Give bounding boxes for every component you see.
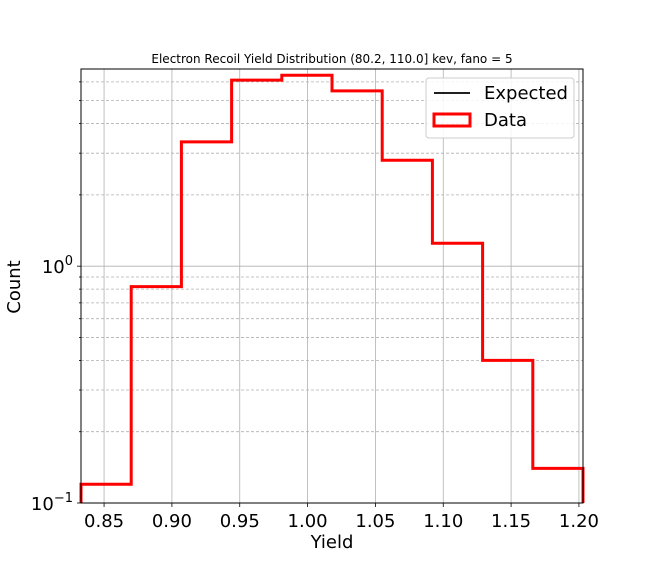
x-tick-label: 1.00: [288, 511, 328, 532]
data-histogram-step: [79, 73, 585, 503]
y-axis-label: Count: [4, 260, 25, 313]
plot-frame: [80, 68, 584, 504]
legend-data-label: Data: [484, 110, 527, 131]
y-tick-label: 100: [42, 254, 73, 278]
x-tick-label: 1.05: [355, 511, 395, 532]
legend: Expected Data: [425, 77, 575, 139]
x-tick-label: 1.10: [423, 511, 463, 532]
x-tick-label: 0.95: [220, 511, 260, 532]
chart-title: Electron Recoil Yield Distribution (80.2…: [151, 52, 512, 66]
x-tick-label: 0.85: [84, 511, 124, 532]
data-layer: [79, 73, 585, 503]
legend-expected-label: Expected: [484, 83, 568, 104]
x-axis-label: Yield: [310, 532, 354, 553]
x-tick-label: 1.15: [491, 511, 531, 532]
legend-data-swatch: [432, 112, 472, 128]
x-tick-label: 0.90: [152, 511, 192, 532]
axis-layer: 10−1 100 0.85 0.90 0.95 1.00 1.05 1.10 1.15 1.20: [31, 81, 599, 532]
x-tick-label: 1.20: [559, 511, 599, 532]
y-tick-label: 10−1: [31, 491, 73, 515]
